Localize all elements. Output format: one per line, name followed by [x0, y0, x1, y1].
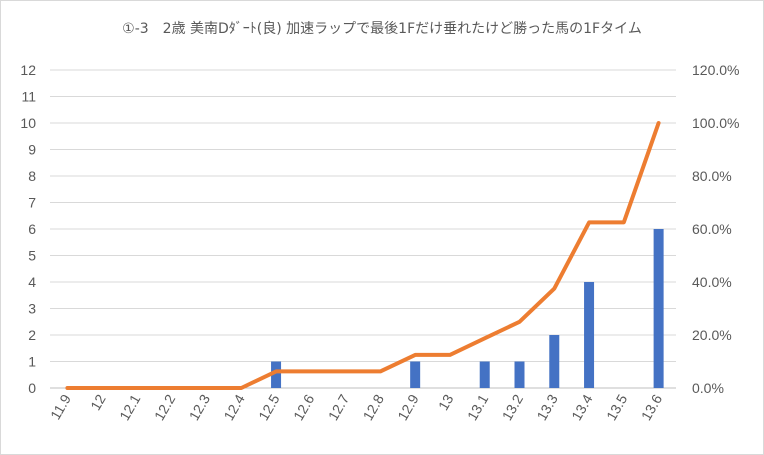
y-left-tick-label: 5 [28, 248, 36, 264]
x-tick-label: 12.8 [360, 391, 388, 423]
x-tick-label: 13.6 [638, 391, 666, 423]
y-left-tick-label: 0 [28, 380, 36, 396]
x-tick-label: 12 [87, 391, 109, 413]
y-left-tick-label: 11 [21, 89, 36, 105]
x-tick-label: 11.9 [47, 391, 74, 422]
gridlines [50, 69, 676, 389]
y-left-tick-label: 4 [28, 274, 36, 290]
x-tick-label: 13.1 [464, 391, 492, 423]
y-left-tick-label: 12 [20, 62, 36, 78]
x-tick-label: 12.5 [255, 391, 283, 423]
x-tick-label: 12.7 [325, 391, 353, 423]
x-tick-label: 12.9 [394, 391, 422, 423]
chart-title: ①-3 2歳 美南Dﾀﾞｰﾄ(良) 加速ラップで最後1Fだけ垂れたけど勝った馬の… [122, 21, 642, 37]
bar [410, 361, 421, 388]
y-right-tick-label: 100.0% [692, 115, 739, 131]
y-right-tick-label: 40.0% [692, 274, 732, 290]
bar [479, 361, 490, 388]
x-tick-label: 12.6 [290, 391, 318, 423]
x-tick-label: 13.2 [499, 391, 527, 423]
y-left-tick-label: 7 [28, 195, 36, 211]
y-left-tick-label: 2 [28, 327, 36, 343]
bar [514, 361, 525, 388]
y-axis-right: 0.0% 20.0% 40.0% 60.0% 80.0% 100.0% 120.0% [692, 62, 739, 396]
bar [653, 229, 664, 388]
x-tick-label: 12.2 [151, 391, 179, 423]
line-series [65, 121, 661, 390]
y-right-tick-label: 20.0% [692, 327, 732, 343]
bar [271, 361, 282, 388]
y-right-tick-label: 0.0% [692, 380, 724, 396]
x-tick-label: 12.1 [116, 391, 144, 423]
y-left-tick-label: 6 [28, 221, 36, 237]
cumulative-line [65, 121, 661, 390]
bar-series [271, 229, 664, 388]
y-left-tick-label: 10 [20, 115, 36, 131]
x-tick-label: 13 [435, 391, 457, 413]
x-axis: 11.9 12 12.1 12.2 12.3 12.4 12.5 12.6 12.7 12.8 12… [47, 391, 665, 423]
y-left-tick-label: 8 [28, 168, 36, 184]
y-left-tick-label: 9 [28, 142, 36, 158]
y-right-tick-label: 80.0% [692, 168, 732, 184]
y-left-tick-label: 3 [28, 301, 36, 317]
x-tick-label: 12.3 [186, 391, 214, 423]
bar [584, 282, 595, 388]
bar [549, 335, 560, 388]
y-right-tick-label: 120.0% [692, 62, 739, 78]
x-tick-label: 12.4 [220, 391, 248, 423]
y-left-tick-label: 1 [28, 354, 36, 370]
x-tick-label: 13.4 [568, 391, 596, 423]
y-right-tick-label: 60.0% [692, 221, 732, 237]
x-tick-label: 13.5 [603, 391, 631, 423]
x-tick-label: 13.3 [533, 391, 561, 423]
